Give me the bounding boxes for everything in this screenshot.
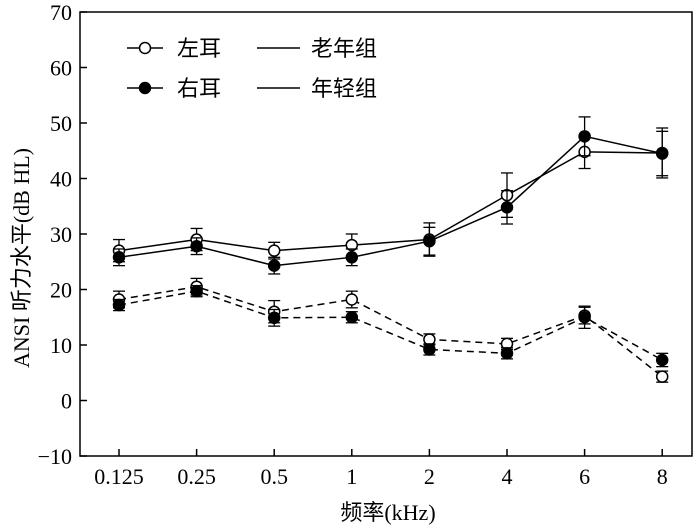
plot-area-border [79,11,693,457]
data-point [267,311,281,325]
data-point [112,251,126,264]
legend-right-ear-label: 右耳 [177,76,221,101]
data-point [267,259,281,272]
data-point [655,353,669,367]
data-point [190,284,203,298]
y-tick-label: 10 [50,333,72,358]
series-line [118,285,663,378]
series-young-right-ear [112,284,669,368]
data-point [345,293,359,306]
data-point [655,147,669,160]
data-point [267,244,281,257]
data-point [578,311,591,324]
series-line [118,290,663,361]
legend-left-ear-marker [138,41,152,55]
series-layer [112,116,669,383]
data-point [655,370,669,383]
legend-young-label: 年轻组 [311,76,377,101]
x-tick-label: 0.5 [260,464,288,489]
data-point [345,251,359,264]
series-line [118,151,663,252]
y-tick-label: 30 [50,222,72,247]
y-tick-label: 60 [50,56,72,81]
legend-right-ear-marker [138,81,152,95]
data-point [500,201,514,214]
legend-left-ear-label: 左耳 [177,36,221,61]
y-tick-label: 50 [50,111,72,136]
x-tick-label: 0.25 [177,464,216,489]
series-elderly-right-ear [112,116,669,275]
x-tick-label: 2 [424,464,435,489]
y-tick-label: 20 [50,278,72,303]
legend: 左耳 右耳 老年组 年轻组 [127,36,377,101]
y-axis-ticks: −10 0 10 20 30 40 50 60 70 [38,0,87,469]
x-tick-label: 4 [502,464,513,489]
data-point [112,298,126,312]
x-tick-label: 6 [579,464,590,489]
y-tick-label: 0 [61,389,72,414]
plot-frame [79,11,693,457]
data-point [578,130,591,143]
data-point [345,311,359,324]
x-tick-label: 1 [346,464,357,489]
data-point [423,343,436,356]
x-axis-label: 频率(kHz) [340,500,435,525]
y-axis-label: ANSI 听力水平(dB HL) [9,148,34,368]
x-axis-ticks: 0.125 0.25 0.5 1 2 4 6 8 [94,449,668,489]
data-point [500,347,514,360]
legend-elderly-label: 老年组 [311,36,377,61]
x-tick-label: 8 [657,464,668,489]
x-tick-label: 0.125 [94,464,144,489]
y-tick-label: 40 [50,167,72,192]
y-tick-label: 70 [50,0,72,25]
y-tick-label: −10 [38,444,72,469]
data-point [423,234,436,248]
data-point [190,239,203,253]
series-line [118,135,663,267]
